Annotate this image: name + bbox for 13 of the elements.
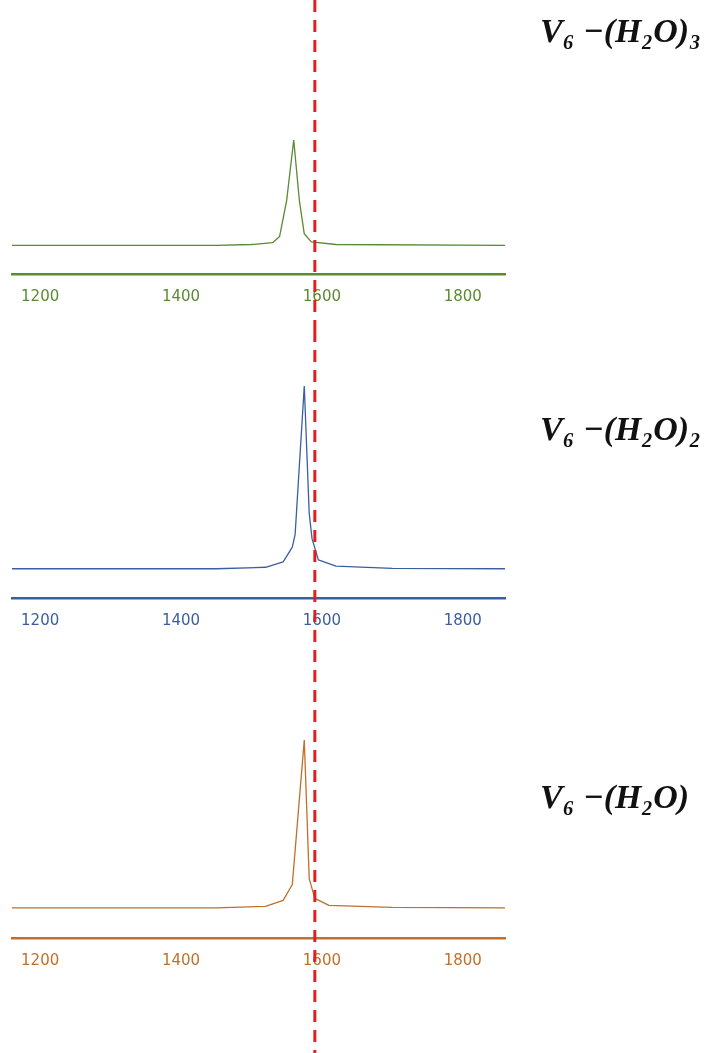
- x-tick-label: 1400: [161, 286, 201, 305]
- x-tick-label: 1800: [443, 950, 482, 969]
- x-tick-label: 1800: [443, 286, 482, 305]
- x-tick-label: 1400: [161, 950, 201, 969]
- text: V₆ −(H₂O)₃: [540, 12, 701, 50]
- x-tick-label: 1200: [21, 950, 60, 969]
- x-tick-label: 1600: [302, 286, 341, 305]
- x-tick-label: 1200: [21, 610, 60, 629]
- x-tick-label: 1800: [443, 610, 482, 629]
- x-tick-label: 1200: [21, 286, 60, 305]
- text: V₆ −(H₂O)₂: [540, 410, 701, 448]
- x-tick-label: 1400: [161, 610, 201, 629]
- text: V₆ −(H₂O): [540, 778, 690, 816]
